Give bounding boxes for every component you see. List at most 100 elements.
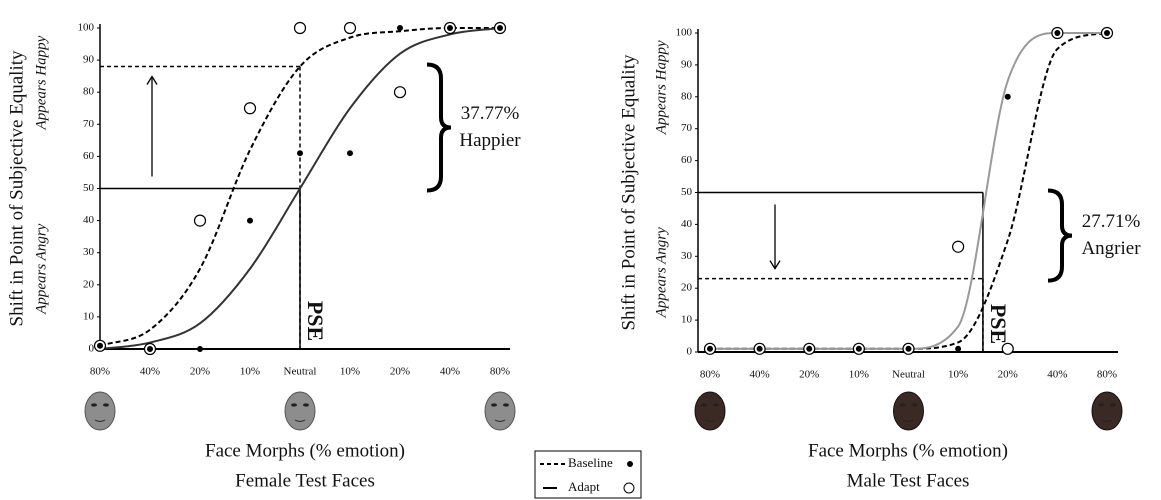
face-mouth — [494, 419, 506, 422]
y-tick-label: 30 — [681, 250, 693, 262]
face-icon — [484, 391, 516, 431]
y-tick-label: 40 — [681, 218, 693, 230]
y-tick-label: 50 — [83, 182, 95, 194]
y-tick-label: 60 — [83, 150, 95, 162]
face-icon — [84, 391, 116, 431]
data-point — [97, 342, 103, 349]
chart: 0 10 20 30 40 50 60 70 80 90 100 80% 40% 20% 10% Neutra… — [6, 22, 521, 492]
y-tick-label: 70 — [83, 118, 95, 130]
data-point — [297, 150, 303, 157]
x-tick-label: 10% — [340, 366, 360, 378]
data-point — [1104, 30, 1110, 36]
x-tick-label: 20% — [190, 366, 210, 378]
face-icon — [694, 391, 726, 431]
face-icon — [893, 391, 924, 431]
y-tick-label: 0 — [687, 346, 693, 358]
y-axis-subtitle: Appears Happy — [653, 40, 669, 135]
x-tick-label: 40% — [440, 366, 460, 378]
face-mouth — [704, 419, 716, 422]
chart: 0 10 20 30 40 50 60 70 80 90 100 80% 40% 20% 10% Neutra… — [618, 27, 1141, 492]
data-point — [293, 21, 307, 35]
x-tick-label: 10% — [849, 369, 869, 381]
face-icon — [1091, 391, 1123, 431]
face-eye — [1098, 403, 1104, 407]
y-tick-label: 90 — [83, 54, 95, 66]
face-icon — [284, 391, 316, 431]
y-tick-label: 70 — [681, 122, 693, 134]
data-point — [343, 21, 357, 35]
face-eye — [103, 403, 109, 407]
face-mouth — [903, 419, 914, 422]
x-tick-label: 40% — [750, 369, 770, 381]
face-mouth — [94, 419, 106, 422]
data-point — [497, 25, 503, 31]
data-point — [806, 345, 813, 352]
data-point — [147, 346, 153, 352]
x-tick-label: 40% — [1047, 369, 1067, 381]
x-tick-label: 80% — [1097, 369, 1117, 381]
y-axis-subtitle: Appears Angry — [33, 223, 49, 314]
y-tick-label: 0 — [89, 343, 95, 355]
chart-subtitle: Female Test Faces — [235, 470, 375, 491]
data-point — [855, 345, 862, 352]
fit-curve — [99, 27, 501, 350]
arrow-head — [769, 260, 781, 270]
x-tick-label: 80% — [700, 369, 720, 381]
face-mouth — [1101, 419, 1113, 422]
face-eye — [701, 403, 707, 407]
data-point — [707, 345, 713, 352]
arrow-head — [146, 75, 158, 85]
x-tick-label: Neutral — [284, 366, 317, 378]
x-tick-label: 20% — [799, 369, 819, 381]
y-tick-label: 80 — [83, 86, 95, 98]
x-tick-label: 20% — [998, 369, 1018, 381]
data-point — [447, 25, 453, 31]
legend-label: Adapt — [568, 479, 600, 494]
annotation: 37.77% — [461, 103, 520, 124]
y-axis-subtitle: Appears Angry — [653, 227, 669, 318]
x-tick-label: 10% — [948, 369, 968, 381]
data-point — [347, 150, 353, 157]
data-point — [1001, 342, 1014, 355]
y-tick-label: 60 — [681, 154, 693, 166]
data-point — [243, 102, 257, 115]
y-axis-subtitle: Appears Happy — [33, 35, 49, 130]
data-point — [247, 217, 253, 224]
annotation: Happier — [459, 130, 521, 151]
x-tick-label: 20% — [390, 366, 410, 378]
y-tick-label: 100 — [78, 22, 95, 34]
brace — [426, 62, 452, 193]
data-point — [756, 345, 763, 352]
x-axis-title: Face Morphs (% emotion) — [808, 440, 1008, 461]
y-tick-label: 100 — [676, 27, 693, 39]
y-tick-label: 20 — [83, 278, 95, 290]
fit-curve — [99, 27, 500, 347]
x-tick-label: 40% — [140, 366, 160, 378]
face-eye — [713, 403, 719, 407]
y-tick-label: 30 — [83, 246, 95, 258]
legend-marker — [623, 482, 635, 494]
fit-curve — [710, 32, 1108, 350]
legend-label: Baseline — [568, 455, 613, 470]
annotation: Angrier — [1081, 238, 1141, 259]
face-eye — [1110, 403, 1116, 407]
data-point — [397, 25, 403, 31]
data-point — [393, 86, 407, 99]
y-axis-title: Shift in Point of Subjective Equality — [6, 50, 27, 327]
x-axis-title: Face Morphs (% emotion) — [205, 440, 405, 461]
y-tick-label: 90 — [681, 58, 693, 70]
pse-label: PSE — [986, 304, 1011, 344]
face-eye — [91, 403, 97, 407]
y-tick-label: 50 — [681, 186, 693, 198]
face-eye — [291, 403, 297, 407]
face-eye — [899, 403, 906, 407]
face-eye — [303, 403, 309, 407]
x-tick-label: 80% — [90, 366, 110, 378]
y-tick-label: 10 — [83, 310, 95, 322]
data-point — [1004, 93, 1011, 100]
data-point — [1054, 30, 1061, 36]
y-tick-label: 20 — [681, 282, 693, 294]
data-point — [952, 240, 965, 253]
data-point — [197, 346, 203, 352]
